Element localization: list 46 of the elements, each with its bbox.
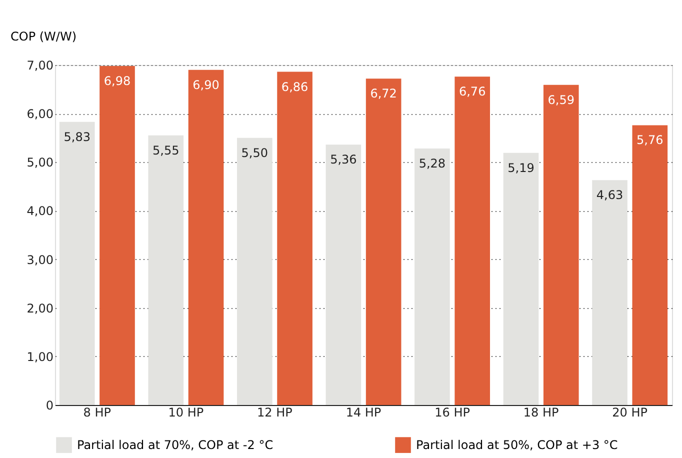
bar xyxy=(543,84,579,405)
bar xyxy=(277,72,312,405)
data-label: 6,59 xyxy=(548,92,574,107)
legend-label: Partial load at 70%, COP at -2 °C xyxy=(77,438,274,452)
data-label: 6,98 xyxy=(104,74,131,88)
data-label: 6,90 xyxy=(192,78,220,92)
data-label: 6,76 xyxy=(458,84,486,99)
y-tick-label: 0 xyxy=(46,398,54,412)
bar xyxy=(592,180,628,405)
y-tick-label: 5,00 xyxy=(26,156,54,170)
x-tick-label: 14 HP xyxy=(346,406,382,420)
x-tick-label: 18 HP xyxy=(523,406,559,420)
data-label: 5,19 xyxy=(508,160,534,175)
y-tick-label: 7,00 xyxy=(26,58,54,72)
data-label: 4,63 xyxy=(596,188,624,202)
bar xyxy=(454,76,490,405)
bar xyxy=(326,144,362,405)
data-label: 6,86 xyxy=(281,80,308,94)
bar xyxy=(632,125,668,405)
data-label: 5,28 xyxy=(418,156,446,171)
bar xyxy=(414,148,450,405)
x-tick-label: 20 HP xyxy=(612,406,648,420)
legend-label: Partial load at 50%, COP at +3 °C xyxy=(416,438,618,452)
bar xyxy=(100,66,135,405)
bar xyxy=(503,152,539,405)
y-tick-label: 1,00 xyxy=(26,350,54,364)
x-tick-label: 12 HP xyxy=(257,406,292,420)
y-tick-label: 6,00 xyxy=(26,107,54,122)
bar xyxy=(188,70,224,405)
data-label: 5,83 xyxy=(64,130,90,144)
x-tick-label: 10 HP xyxy=(168,406,204,420)
data-label: 5,50 xyxy=(241,146,268,160)
y-tick-label: 4,00 xyxy=(26,204,54,218)
data-label: 5,36 xyxy=(330,152,357,167)
y-tick-label: 2,00 xyxy=(26,301,54,316)
bar xyxy=(59,122,95,405)
data-label: 5,76 xyxy=(636,133,664,148)
data-label: 6,72 xyxy=(370,86,397,101)
y-tick-label: 3,00 xyxy=(26,252,54,267)
bar xyxy=(236,138,272,405)
x-tick-label: 16 HP xyxy=(434,406,470,420)
y-axis-title: COP (W/W) xyxy=(10,30,77,44)
bar xyxy=(148,135,184,405)
data-label: 5,55 xyxy=(152,143,180,158)
bar xyxy=(366,78,402,405)
x-tick-label: 8 HP xyxy=(83,406,112,420)
